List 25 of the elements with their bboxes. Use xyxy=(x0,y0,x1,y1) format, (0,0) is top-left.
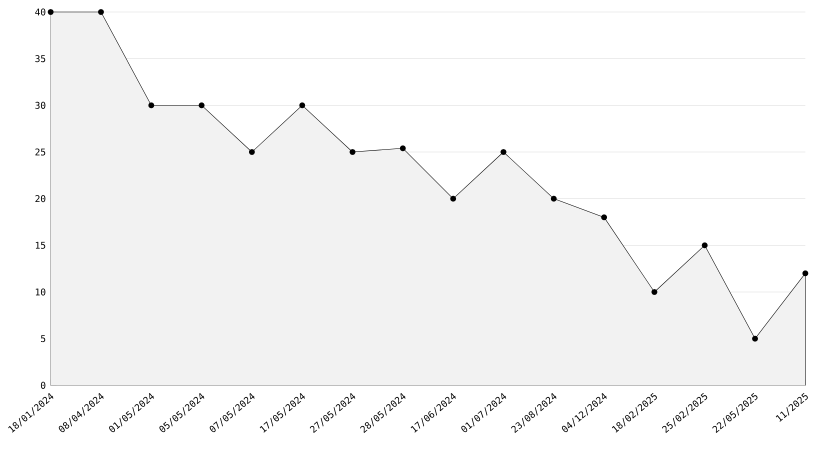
point xyxy=(651,289,658,295)
point xyxy=(48,9,54,15)
y-tick-label: 35 xyxy=(35,55,46,62)
y-tick-label: 15 xyxy=(36,242,46,249)
y-tick-label: 10 xyxy=(36,288,46,296)
point xyxy=(601,214,608,220)
point xyxy=(802,270,808,276)
point xyxy=(500,149,506,155)
point xyxy=(198,102,205,108)
point xyxy=(248,149,255,155)
y-tick-label: 5 xyxy=(40,335,46,342)
y-tick-label: 40 xyxy=(35,8,46,16)
point xyxy=(299,102,306,108)
point xyxy=(148,102,154,108)
point xyxy=(752,336,758,342)
y-tick-label: 30 xyxy=(35,102,46,109)
point xyxy=(350,149,356,155)
y-tick-label: 0 xyxy=(40,382,46,389)
point xyxy=(98,9,104,15)
point xyxy=(550,196,557,202)
point xyxy=(450,196,456,202)
point xyxy=(702,242,708,248)
point xyxy=(400,145,406,152)
y-tick-label: 20 xyxy=(35,195,46,202)
y-tick-label: 25 xyxy=(35,148,46,156)
